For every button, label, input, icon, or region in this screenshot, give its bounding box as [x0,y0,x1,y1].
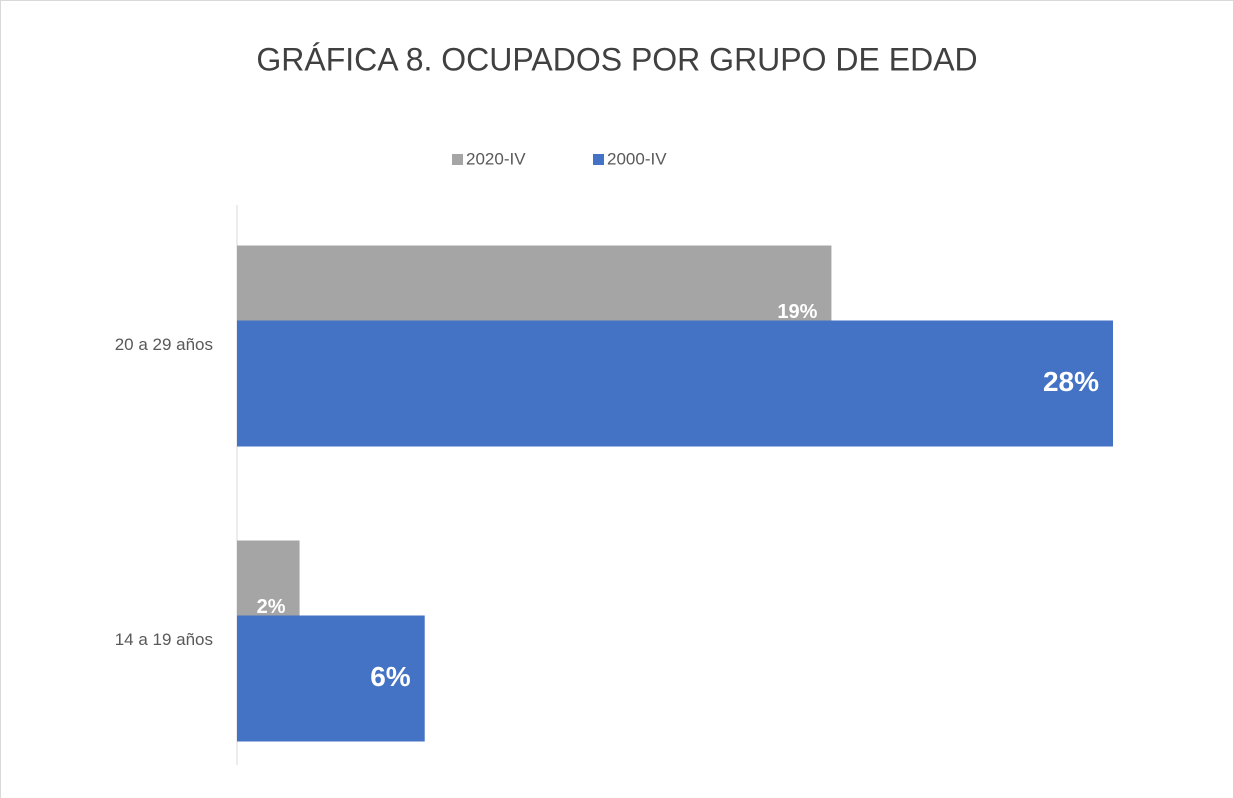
y-tick-label: 20 a 29 años [115,335,213,354]
y-tick-label: 14 a 19 años [115,630,213,649]
legend-label: 2020-IV [466,149,526,168]
data-label: 6% [370,661,411,692]
legend-swatch [593,154,604,165]
bar [237,615,425,742]
chart-title: GRÁFICA 8. OCUPADOS POR GRUPO DE EDAD [256,41,977,77]
legend-swatch [452,154,463,165]
data-label: 19% [777,301,817,323]
data-label: 28% [1043,366,1099,397]
legend-label: 2000-IV [607,149,667,168]
data-label: 2% [257,596,286,618]
bar [237,320,1113,447]
